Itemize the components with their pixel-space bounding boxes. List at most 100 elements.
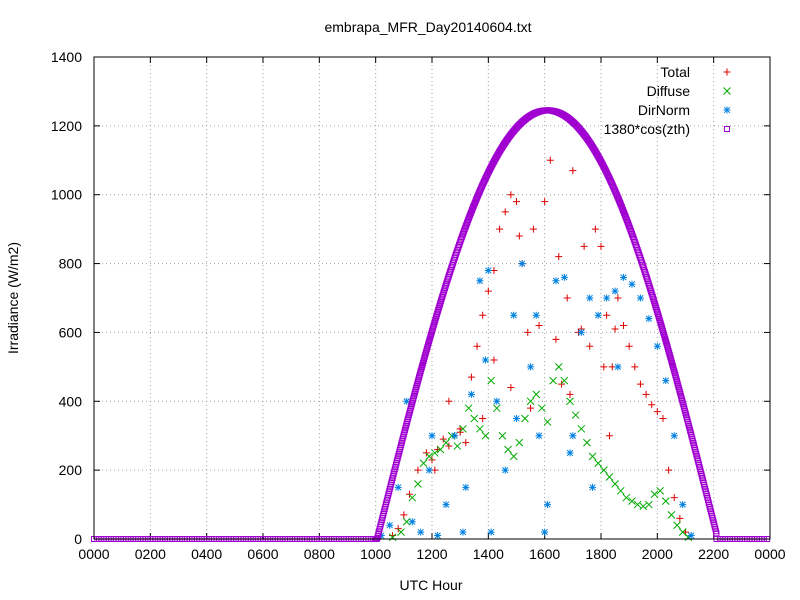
data-point-cos-zth	[705, 497, 712, 504]
data-point-total	[620, 322, 628, 330]
data-point-cos-zth	[390, 472, 397, 479]
data-point-total	[555, 253, 563, 261]
data-point-cos-zth	[469, 205, 476, 212]
data-point-total	[462, 439, 470, 447]
data-point-dirnorm	[417, 528, 425, 536]
data-point-total	[479, 311, 487, 319]
data-point-cos-zth	[667, 355, 674, 362]
data-point-diffuse	[673, 521, 681, 530]
data-point-cos-zth	[680, 401, 687, 408]
data-point-cos-zth	[712, 528, 719, 535]
x-tick-label: 1400	[473, 546, 504, 562]
data-point-cos-zth	[417, 368, 424, 375]
data-point-cos-zth	[665, 347, 672, 354]
data-point-dirnorm	[434, 532, 442, 540]
data-point-cos-zth	[677, 390, 684, 397]
data-point-diffuse	[430, 449, 439, 457]
data-point-diffuse	[492, 404, 501, 413]
data-point-cos-zth	[407, 407, 414, 414]
x-tick-label: 0600	[247, 546, 278, 562]
data-point-cos-zth	[411, 390, 418, 397]
data-point-cos-zth	[436, 301, 443, 308]
data-point-dirnorm	[451, 432, 459, 440]
data-point-cos-zth	[374, 532, 381, 539]
data-point-cos-zth	[703, 490, 710, 497]
data-point-total	[580, 242, 588, 250]
data-point-cos-zth	[707, 508, 714, 515]
data-point-cos-zth	[665, 345, 672, 352]
data-point-cos-zth	[423, 345, 430, 352]
legend-marker-total	[723, 68, 731, 76]
data-point-cos-zth	[402, 424, 409, 431]
data-point-dirnorm	[566, 449, 574, 457]
data-point-diffuse	[639, 502, 648, 511]
data-point-cos-zth	[702, 486, 709, 493]
data-point-cos-zth	[712, 525, 719, 532]
data-point-cos-zth	[668, 357, 675, 364]
data-point-diffuse	[577, 424, 586, 433]
data-point-cos-zth	[704, 494, 711, 501]
data-point-cos-zth	[373, 536, 380, 542]
data-point-dirnorm	[552, 277, 560, 285]
data-point-cos-zth	[413, 384, 420, 391]
data-point-cos-zth	[682, 409, 689, 416]
data-point-total	[507, 384, 515, 392]
data-point-cos-zth	[396, 446, 403, 453]
data-point-cos-zth	[377, 523, 384, 530]
y-tick-label: 1000	[51, 187, 82, 203]
data-point-total	[535, 322, 543, 330]
data-point-cos-zth	[388, 479, 395, 486]
data-point-dirnorm	[586, 294, 594, 302]
data-point-total	[648, 401, 656, 409]
data-point-total	[467, 373, 475, 381]
data-point-diffuse	[549, 376, 557, 385]
data-point-cos-zth	[706, 501, 713, 508]
data-point-cos-zth	[467, 209, 474, 216]
data-point-cos-zth	[707, 505, 714, 512]
data-point-cos-zth	[657, 320, 664, 327]
data-point-diffuse	[554, 363, 563, 371]
data-point-cos-zth	[622, 212, 629, 219]
data-point-cos-zth	[621, 211, 628, 218]
data-point-cos-zth	[667, 353, 674, 360]
data-point-cos-zth	[617, 199, 624, 206]
data-point-diffuse	[616, 486, 625, 495]
data-point-cos-zth	[468, 208, 475, 215]
data-point-cos-zth	[693, 450, 700, 457]
y-tick-label: 1400	[51, 49, 82, 65]
plot-frame	[93, 56, 771, 540]
data-point-total	[513, 198, 520, 206]
data-point-cos-zth	[464, 218, 471, 225]
data-point-diffuse	[599, 466, 608, 474]
data-point-total	[665, 466, 673, 474]
data-point-cos-zth	[708, 512, 715, 519]
y-tick-label: 400	[59, 393, 83, 409]
data-point-cos-zth	[410, 395, 417, 402]
series-cos-zth	[91, 107, 771, 542]
data-series	[91, 107, 771, 542]
data-point-cos-zth	[391, 466, 398, 473]
data-point-cos-zth	[438, 295, 445, 302]
data-point-cos-zth	[672, 372, 679, 379]
x-tick-label: 0400	[191, 546, 222, 562]
data-point-cos-zth	[685, 420, 692, 427]
data-point-dirnorm	[594, 311, 602, 319]
legend-marker-cos-zth	[724, 126, 730, 132]
data-point-total	[676, 514, 684, 522]
data-point-cos-zth	[387, 483, 394, 490]
data-point-total	[501, 208, 509, 216]
data-point-total	[546, 156, 554, 164]
data-point-cos-zth	[703, 492, 710, 499]
data-point-cos-zth	[412, 386, 419, 393]
data-point-total	[600, 363, 608, 371]
data-point-cos-zth	[421, 355, 428, 362]
data-point-cos-zth	[705, 499, 712, 506]
data-point-diffuse	[571, 411, 580, 419]
data-point-cos-zth	[437, 299, 444, 306]
data-point-cos-zth	[379, 514, 386, 521]
data-point-total	[484, 287, 492, 295]
y-tick-label: 1200	[51, 118, 82, 134]
data-point-cos-zth	[619, 205, 626, 212]
data-point-cos-zth	[377, 521, 384, 528]
data-point-total	[541, 198, 549, 206]
